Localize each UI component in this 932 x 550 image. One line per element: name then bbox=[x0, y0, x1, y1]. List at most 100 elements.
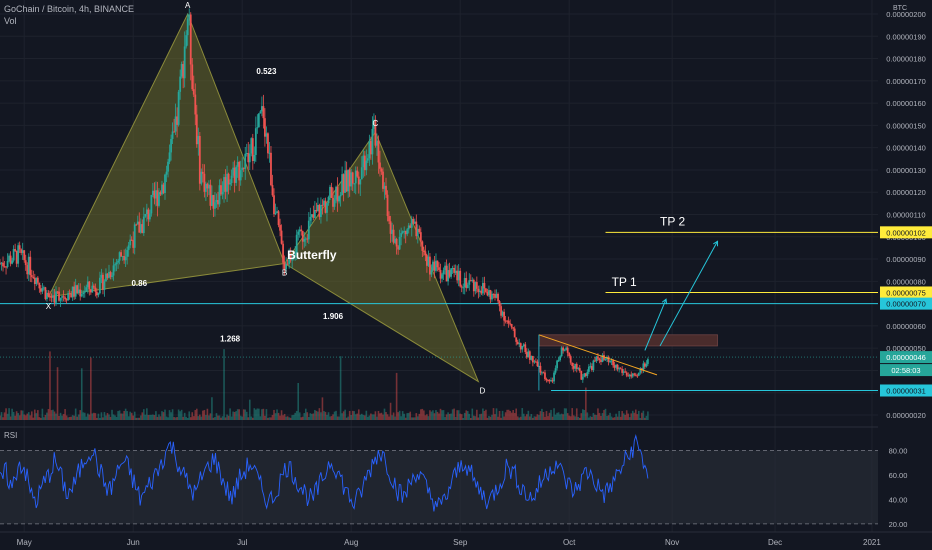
volume-bar bbox=[450, 413, 452, 420]
candle-body bbox=[65, 299, 68, 301]
volume-bar bbox=[413, 417, 416, 420]
volume-bar bbox=[279, 415, 281, 420]
candle-body bbox=[389, 221, 392, 234]
candle-body bbox=[468, 280, 471, 285]
candle-body bbox=[74, 285, 77, 297]
volume-bar bbox=[183, 412, 186, 420]
volume-bar bbox=[391, 415, 393, 420]
volume-bar bbox=[218, 415, 221, 420]
volume-bar bbox=[276, 409, 278, 420]
volume-bar bbox=[457, 410, 460, 420]
volume-bar bbox=[432, 410, 434, 420]
candle-body bbox=[132, 240, 135, 248]
volume-bar bbox=[267, 417, 269, 420]
volume-bar bbox=[435, 410, 437, 420]
last-price-label: 0.00000046 bbox=[886, 353, 926, 362]
volume-bar bbox=[30, 411, 33, 420]
candle-body bbox=[613, 365, 616, 368]
volume-bar bbox=[374, 411, 377, 420]
volume-bar bbox=[321, 397, 324, 420]
candle-body bbox=[11, 260, 14, 264]
candle-body bbox=[562, 347, 565, 351]
volume-bar bbox=[308, 416, 310, 420]
annotations[interactable]: X A B C D 0.523 0.86 1.906 1.268 Butterfly TP 1 TP … bbox=[46, 1, 719, 396]
candle-body bbox=[109, 271, 112, 277]
candle-body bbox=[362, 155, 365, 168]
candle-body bbox=[366, 158, 369, 161]
volume-bar bbox=[489, 416, 492, 420]
volume-bar bbox=[300, 417, 303, 420]
candle-body bbox=[636, 375, 639, 377]
volume-bar bbox=[545, 411, 548, 420]
candle-body bbox=[400, 233, 403, 237]
volume-bar bbox=[536, 414, 539, 420]
volume-bar bbox=[388, 416, 390, 420]
candle-body bbox=[126, 249, 129, 257]
volume-bar bbox=[191, 412, 194, 420]
tp2-arrow[interactable] bbox=[659, 240, 718, 347]
candle-body bbox=[117, 260, 119, 263]
volume-bar bbox=[574, 416, 577, 420]
volume-bar bbox=[578, 417, 581, 420]
volume-bar bbox=[206, 408, 209, 420]
time-axis[interactable]: May Jun Jul Aug Sep Oct Nov Dec 2021 bbox=[0, 531, 932, 547]
candle-body bbox=[47, 292, 50, 297]
volume-bar bbox=[52, 409, 54, 420]
volume-bar bbox=[217, 415, 219, 420]
candle-body bbox=[598, 358, 601, 361]
volume-bar bbox=[80, 368, 83, 420]
candle-body bbox=[141, 224, 144, 234]
volume-bar bbox=[379, 413, 381, 420]
candle-body bbox=[380, 168, 383, 172]
volume-bar bbox=[600, 415, 602, 420]
volume-bar bbox=[124, 408, 127, 420]
candle-body bbox=[254, 128, 257, 155]
candle-body bbox=[342, 174, 345, 193]
volume-bar bbox=[14, 415, 16, 420]
candle-body bbox=[356, 170, 359, 177]
candle-body bbox=[604, 358, 607, 360]
rsi-tick-label: 80.00 bbox=[889, 446, 908, 455]
price-axis[interactable]: 0.00000200 0.00000190 0.00000180 0.00000170… bbox=[878, 0, 932, 532]
volume-bar bbox=[586, 412, 589, 420]
volume-bar bbox=[20, 410, 22, 420]
candle-body bbox=[353, 183, 356, 185]
volume-bar bbox=[582, 409, 584, 420]
candle-body bbox=[38, 282, 41, 289]
volume-bar bbox=[327, 412, 330, 420]
level-tag-label: 0.00000070 bbox=[886, 300, 926, 309]
volume-bar bbox=[568, 415, 570, 420]
candle-body bbox=[539, 365, 542, 373]
volume-bar bbox=[423, 410, 425, 420]
volume-bar bbox=[312, 413, 315, 420]
volume-bar bbox=[120, 413, 122, 420]
candle-body bbox=[21, 250, 24, 254]
candle-body bbox=[70, 293, 73, 298]
candle-body bbox=[256, 127, 259, 129]
descending-trendline[interactable] bbox=[538, 334, 658, 376]
candle-body bbox=[329, 186, 331, 198]
candle-body bbox=[510, 323, 513, 328]
volume-bar bbox=[185, 416, 187, 420]
pattern-xab-triangle[interactable] bbox=[47, 12, 286, 298]
volume-bar bbox=[474, 416, 477, 420]
volume-bar bbox=[199, 414, 201, 420]
candle-body bbox=[162, 184, 165, 194]
volume-bar bbox=[74, 408, 77, 420]
volume-bar bbox=[159, 416, 162, 420]
price-tick-label: 0.00000130 bbox=[886, 166, 926, 175]
tp1-arrow[interactable] bbox=[644, 298, 667, 351]
volume-bar bbox=[480, 413, 483, 420]
candle-body bbox=[447, 270, 449, 282]
candle-body bbox=[3, 266, 6, 268]
price-tick-label: 0.00000080 bbox=[886, 277, 926, 286]
volume-bar bbox=[627, 413, 630, 420]
volume-bar bbox=[135, 417, 138, 420]
volume-bar bbox=[180, 409, 183, 420]
candle-body bbox=[204, 183, 207, 192]
candle-body bbox=[469, 280, 472, 282]
volume-bar bbox=[252, 417, 254, 420]
time-tick-label: Dec bbox=[768, 538, 782, 547]
candle-body bbox=[345, 170, 348, 192]
